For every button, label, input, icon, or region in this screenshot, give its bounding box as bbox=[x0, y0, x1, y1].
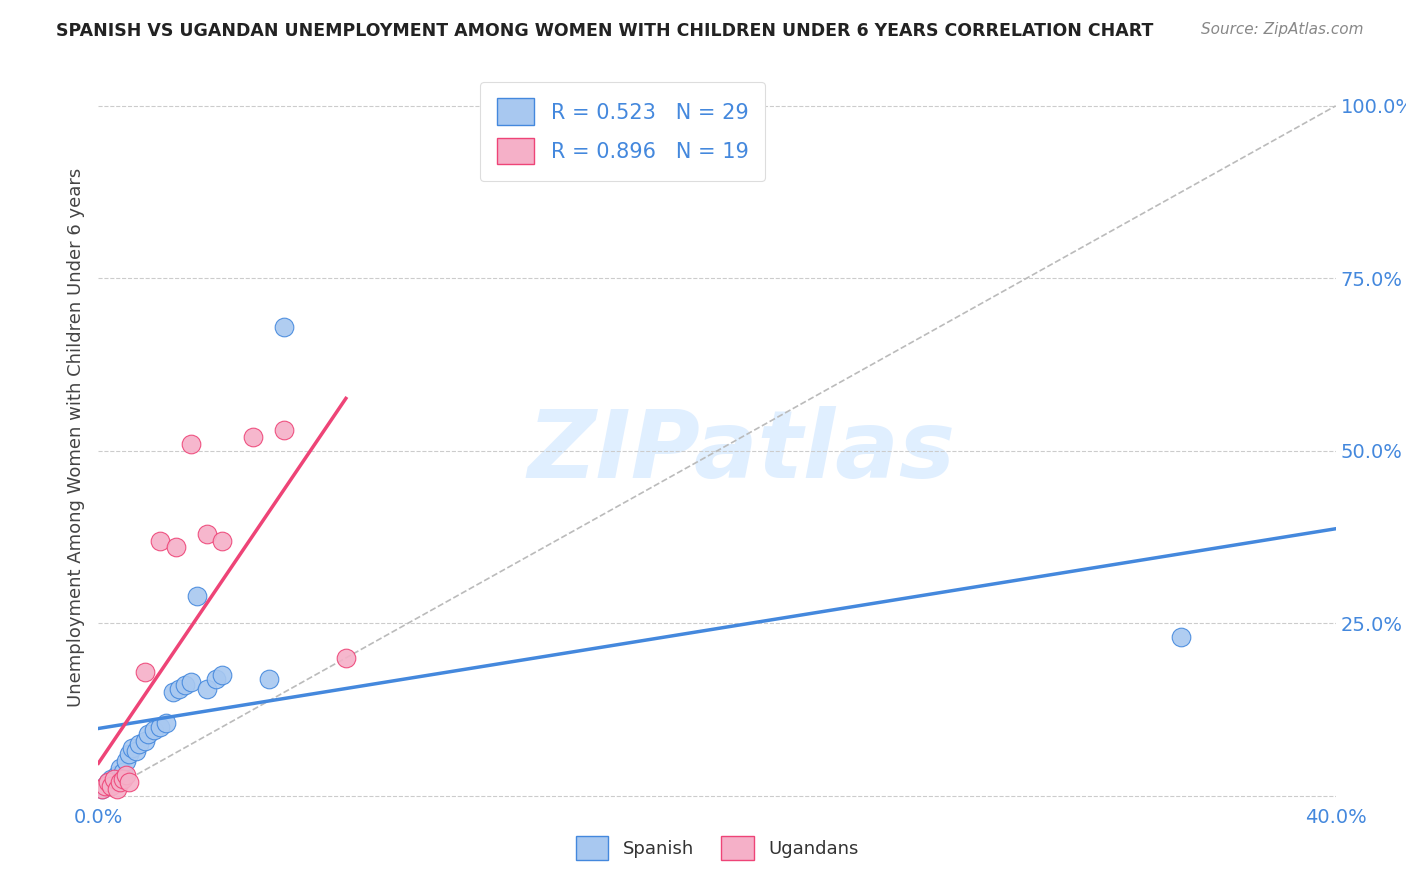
Point bbox=[273, 423, 295, 437]
Point bbox=[134, 665, 156, 679]
Point bbox=[186, 589, 208, 603]
Point bbox=[1170, 630, 1192, 644]
Point bbox=[97, 775, 120, 789]
Point bbox=[195, 526, 218, 541]
Point bbox=[105, 782, 128, 797]
Point bbox=[90, 782, 112, 797]
Point bbox=[273, 319, 295, 334]
Point bbox=[180, 437, 202, 451]
Point bbox=[108, 761, 131, 775]
Point bbox=[93, 779, 115, 793]
Point bbox=[149, 533, 172, 548]
Point bbox=[112, 764, 135, 779]
Text: Source: ZipAtlas.com: Source: ZipAtlas.com bbox=[1201, 22, 1364, 37]
Point bbox=[100, 772, 122, 786]
Point bbox=[103, 772, 125, 786]
Text: ZIPatlas: ZIPatlas bbox=[527, 406, 956, 498]
Point bbox=[257, 672, 280, 686]
Point bbox=[118, 747, 141, 762]
Point bbox=[149, 720, 172, 734]
Point bbox=[165, 541, 187, 555]
Point bbox=[121, 740, 143, 755]
Point bbox=[103, 775, 125, 789]
Point bbox=[118, 775, 141, 789]
Point bbox=[155, 716, 177, 731]
Point bbox=[97, 775, 120, 789]
Point bbox=[162, 685, 184, 699]
Point bbox=[136, 727, 159, 741]
Point bbox=[105, 768, 128, 782]
Point bbox=[108, 775, 131, 789]
Point bbox=[115, 755, 138, 769]
Text: SPANISH VS UGANDAN UNEMPLOYMENT AMONG WOMEN WITH CHILDREN UNDER 6 YEARS CORRELAT: SPANISH VS UGANDAN UNEMPLOYMENT AMONG WO… bbox=[56, 22, 1153, 40]
Point bbox=[124, 744, 146, 758]
Point bbox=[100, 779, 122, 793]
Point bbox=[115, 768, 138, 782]
Y-axis label: Unemployment Among Women with Children Under 6 years: Unemployment Among Women with Children U… bbox=[66, 168, 84, 706]
Point bbox=[90, 782, 112, 797]
Point bbox=[180, 675, 202, 690]
Legend: Spanish, Ugandans: Spanish, Ugandans bbox=[568, 830, 866, 867]
Point bbox=[134, 733, 156, 747]
Point bbox=[112, 772, 135, 786]
Point bbox=[143, 723, 166, 738]
Point bbox=[195, 681, 218, 696]
Point bbox=[167, 681, 190, 696]
Point bbox=[242, 430, 264, 444]
Point bbox=[205, 672, 228, 686]
Point bbox=[93, 779, 115, 793]
Point bbox=[174, 678, 197, 692]
Point bbox=[335, 651, 357, 665]
Point bbox=[128, 737, 150, 751]
Point bbox=[211, 668, 233, 682]
Point bbox=[211, 533, 233, 548]
